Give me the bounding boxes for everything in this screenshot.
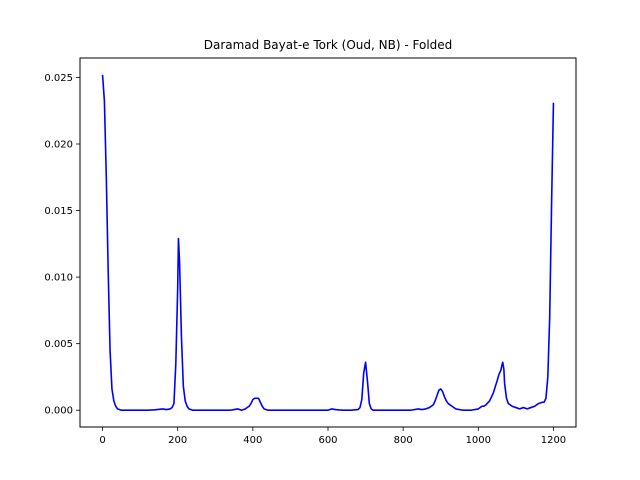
y-axis: 0.000 0.005 0.010 0.015 0.020 0.025 xyxy=(44,73,80,417)
y-tick-label: 0.000 xyxy=(44,406,73,417)
x-tick-label: 600 xyxy=(318,435,337,446)
y-tick-label: 0.020 xyxy=(44,139,73,150)
y-tick-label: 0.015 xyxy=(44,206,73,217)
chart-title: Daramad Bayat-e Tork (Oud, NB) - Folded xyxy=(204,38,453,52)
series-layer xyxy=(101,74,555,412)
x-tick-label: 400 xyxy=(243,435,262,446)
y-tick-label: 0.025 xyxy=(44,73,73,84)
x-tick-label: 0 xyxy=(99,435,105,446)
series-line-0 xyxy=(101,74,555,412)
y-tick-label: 0.005 xyxy=(44,339,73,350)
x-tick-label: 1000 xyxy=(466,435,491,446)
x-tick-label: 800 xyxy=(394,435,413,446)
x-tick-label: 200 xyxy=(168,435,187,446)
x-axis: 0 200 400 600 800 1000 1200 xyxy=(99,427,566,446)
plot-frame xyxy=(79,57,577,428)
x-tick-label: 1200 xyxy=(541,435,566,446)
y-tick-label: 0.010 xyxy=(44,273,73,284)
